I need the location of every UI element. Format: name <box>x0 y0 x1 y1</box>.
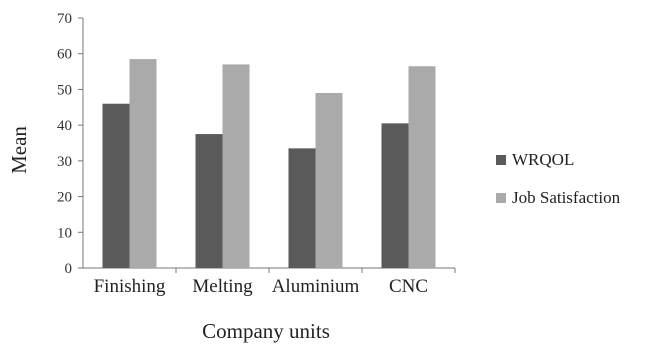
x-tick-label: CNC <box>389 276 428 297</box>
bar <box>102 103 130 268</box>
y-tick-label: 0 <box>65 261 73 277</box>
x-axis: Finishing Melting Aluminium CNC <box>83 267 456 297</box>
bar <box>408 66 436 268</box>
y-tick-label: 20 <box>57 190 72 206</box>
legend-label: Job Satisfaction <box>512 188 621 207</box>
legend-label: WRQOL <box>512 150 574 169</box>
y-tick-label: 60 <box>57 47 72 63</box>
y-axis-title: Mean <box>7 126 31 174</box>
x-axis-title: Company units <box>202 319 330 343</box>
bars <box>102 59 436 269</box>
y-tick-label: 50 <box>57 82 72 98</box>
x-tick-label: Finishing <box>94 276 166 297</box>
bar <box>129 59 157 269</box>
y-tick-label: 40 <box>57 118 72 134</box>
bar <box>222 64 250 268</box>
y-tick-label: 10 <box>57 225 72 241</box>
y-tick-label: 70 <box>57 11 72 27</box>
y-tick-label: 30 <box>57 154 72 170</box>
bar <box>288 148 316 268</box>
bar <box>381 123 409 268</box>
bar <box>315 93 343 268</box>
y-ticks: 0 10 20 30 40 50 60 70 <box>57 11 83 277</box>
legend-swatch <box>496 155 506 165</box>
x-tick-labels: Finishing Melting Aluminium CNC <box>94 268 456 297</box>
x-tick-label: Aluminium <box>272 276 360 297</box>
legend: WRQOL Job Satisfaction <box>496 150 621 207</box>
legend-swatch <box>496 193 506 203</box>
bar <box>195 134 223 268</box>
y-axis: 0 10 20 30 40 50 60 70 <box>57 11 84 277</box>
x-tick-label: Melting <box>192 276 253 297</box>
